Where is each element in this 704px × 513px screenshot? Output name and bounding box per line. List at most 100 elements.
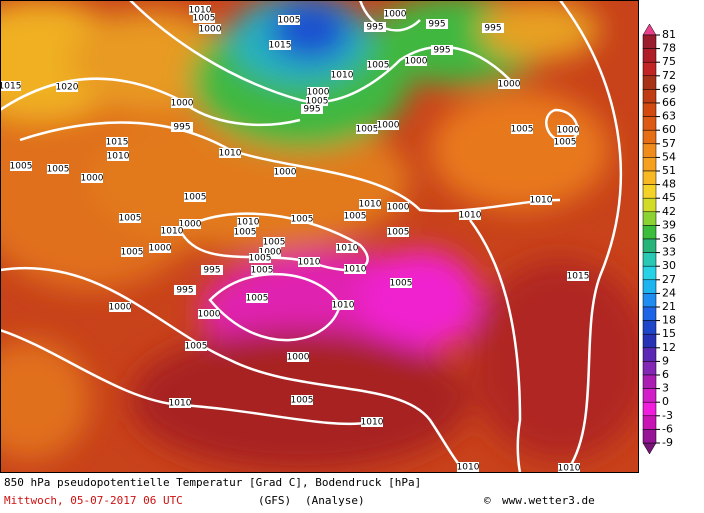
label-bg bbox=[47, 164, 69, 174]
colorbar-segment bbox=[642, 211, 657, 226]
label-bg bbox=[287, 352, 309, 362]
colorbar-label: 18 bbox=[662, 314, 676, 327]
label-bg bbox=[387, 227, 409, 237]
label-bg bbox=[567, 271, 589, 281]
label-bg bbox=[457, 462, 479, 472]
label-bg bbox=[149, 243, 171, 253]
label-bg bbox=[185, 341, 207, 351]
footer-date: Mittwoch, 05-07-2017 06 UTC bbox=[4, 494, 183, 507]
colorbar-label: -6 bbox=[662, 422, 673, 435]
colorbar-segment bbox=[642, 361, 657, 376]
isobar-label: 1005 bbox=[356, 125, 379, 135]
colorbar-label: 45 bbox=[662, 191, 676, 204]
colorbar-label: 6 bbox=[662, 368, 669, 381]
colorbar-segment bbox=[642, 143, 657, 158]
label-bg bbox=[121, 247, 143, 257]
label-bg bbox=[356, 124, 378, 134]
colorbar-label: 54 bbox=[662, 150, 676, 163]
colorbar-label: 15 bbox=[662, 327, 676, 340]
isobar-label: 1005 bbox=[291, 215, 314, 225]
isobar-label: 1020 bbox=[56, 83, 79, 93]
footer-model: (GFS) bbox=[258, 494, 291, 507]
isobar-label: 1005 bbox=[47, 165, 70, 175]
label-bg bbox=[171, 98, 193, 108]
label-bg bbox=[344, 264, 366, 274]
colorbar-segment bbox=[642, 374, 657, 389]
colorbar-label: 57 bbox=[662, 137, 676, 150]
label-bg bbox=[530, 195, 552, 205]
isobar-label: 1015 bbox=[0, 82, 21, 92]
isobar-label: 1000 bbox=[498, 80, 521, 90]
label-bg bbox=[364, 22, 386, 32]
isobar-label: 1005 bbox=[278, 16, 301, 26]
colorbar-segment bbox=[642, 184, 657, 199]
colorbar-segment bbox=[642, 293, 657, 308]
colorbar-segment bbox=[642, 252, 657, 267]
label-bg bbox=[459, 210, 481, 220]
colorbar-segment bbox=[642, 102, 657, 117]
isobar-label: 1000 bbox=[109, 303, 132, 313]
isobar-label: 1010 bbox=[359, 200, 382, 210]
colorbar-segment bbox=[642, 401, 657, 417]
label-bg bbox=[274, 167, 296, 177]
colorbar-label: -3 bbox=[662, 409, 673, 422]
colorbar-label: 36 bbox=[662, 232, 676, 245]
footer-copyright: © bbox=[484, 494, 491, 507]
label-bg bbox=[361, 417, 383, 427]
colorbar-top bbox=[642, 23, 657, 36]
label-bg bbox=[298, 257, 320, 267]
label-bg bbox=[278, 15, 300, 25]
isobar-label: 995 bbox=[428, 20, 445, 30]
colorbar-label: 3 bbox=[662, 382, 669, 395]
isobar-label: 1010 bbox=[332, 301, 355, 311]
isobar-label: 1010 bbox=[298, 258, 321, 268]
label-bg bbox=[219, 148, 241, 158]
isobar-label: 995 bbox=[433, 46, 450, 56]
label-bg bbox=[554, 137, 576, 147]
colorbar-label: 27 bbox=[662, 273, 676, 286]
isobar-label: 1015 bbox=[269, 41, 292, 51]
colorbar-label: 75 bbox=[662, 55, 676, 68]
colorbar-label: -9 bbox=[662, 436, 673, 449]
label-bg bbox=[0, 81, 21, 91]
label-bg bbox=[557, 125, 579, 135]
isobar-label: 1000 bbox=[387, 203, 410, 213]
colorbar-segment bbox=[642, 306, 657, 321]
label-bg bbox=[234, 227, 256, 237]
isobar-label: 1005 bbox=[119, 214, 142, 224]
label-bg bbox=[56, 82, 78, 92]
isobar-label: 1010 bbox=[336, 244, 359, 254]
isobar-label: 1000 bbox=[179, 220, 202, 230]
label-bg bbox=[482, 23, 504, 33]
isobar-label: 995 bbox=[484, 24, 501, 34]
isobar-label: 1010 bbox=[237, 218, 260, 228]
colorbar-segment bbox=[642, 61, 657, 77]
isobar-label: 1015 bbox=[567, 272, 590, 282]
isobar-label: 1005 bbox=[390, 279, 413, 289]
label-bg bbox=[171, 122, 193, 132]
isobar-label: 995 bbox=[366, 23, 383, 33]
colorbar-label: 69 bbox=[662, 82, 676, 95]
colorbar-label: 0 bbox=[662, 395, 669, 408]
colorbar-segment bbox=[642, 157, 657, 172]
label-bg bbox=[359, 199, 381, 209]
colorbar-label: 39 bbox=[662, 218, 676, 231]
isobar-label: 1005 bbox=[291, 396, 314, 406]
label-bg bbox=[291, 395, 313, 405]
isobar-label: 1000 bbox=[384, 10, 407, 20]
label-bg bbox=[390, 278, 412, 288]
isobar-label: 1005 bbox=[251, 266, 274, 276]
colorbar-segment bbox=[642, 279, 657, 294]
isobar-label: 995 bbox=[176, 286, 193, 296]
isobar-label: 1010 bbox=[219, 149, 242, 159]
isobar-label: 1000 bbox=[171, 99, 194, 109]
colorbar-segment bbox=[642, 75, 657, 90]
footer-title: 850 hPa pseudopotentielle Temperatur [Gr… bbox=[4, 476, 421, 489]
label-bg bbox=[384, 9, 406, 19]
isobar-label: 1000 bbox=[405, 57, 428, 67]
isobar-label: 1005 bbox=[367, 61, 390, 71]
footer-run: (Analyse) bbox=[305, 494, 365, 507]
